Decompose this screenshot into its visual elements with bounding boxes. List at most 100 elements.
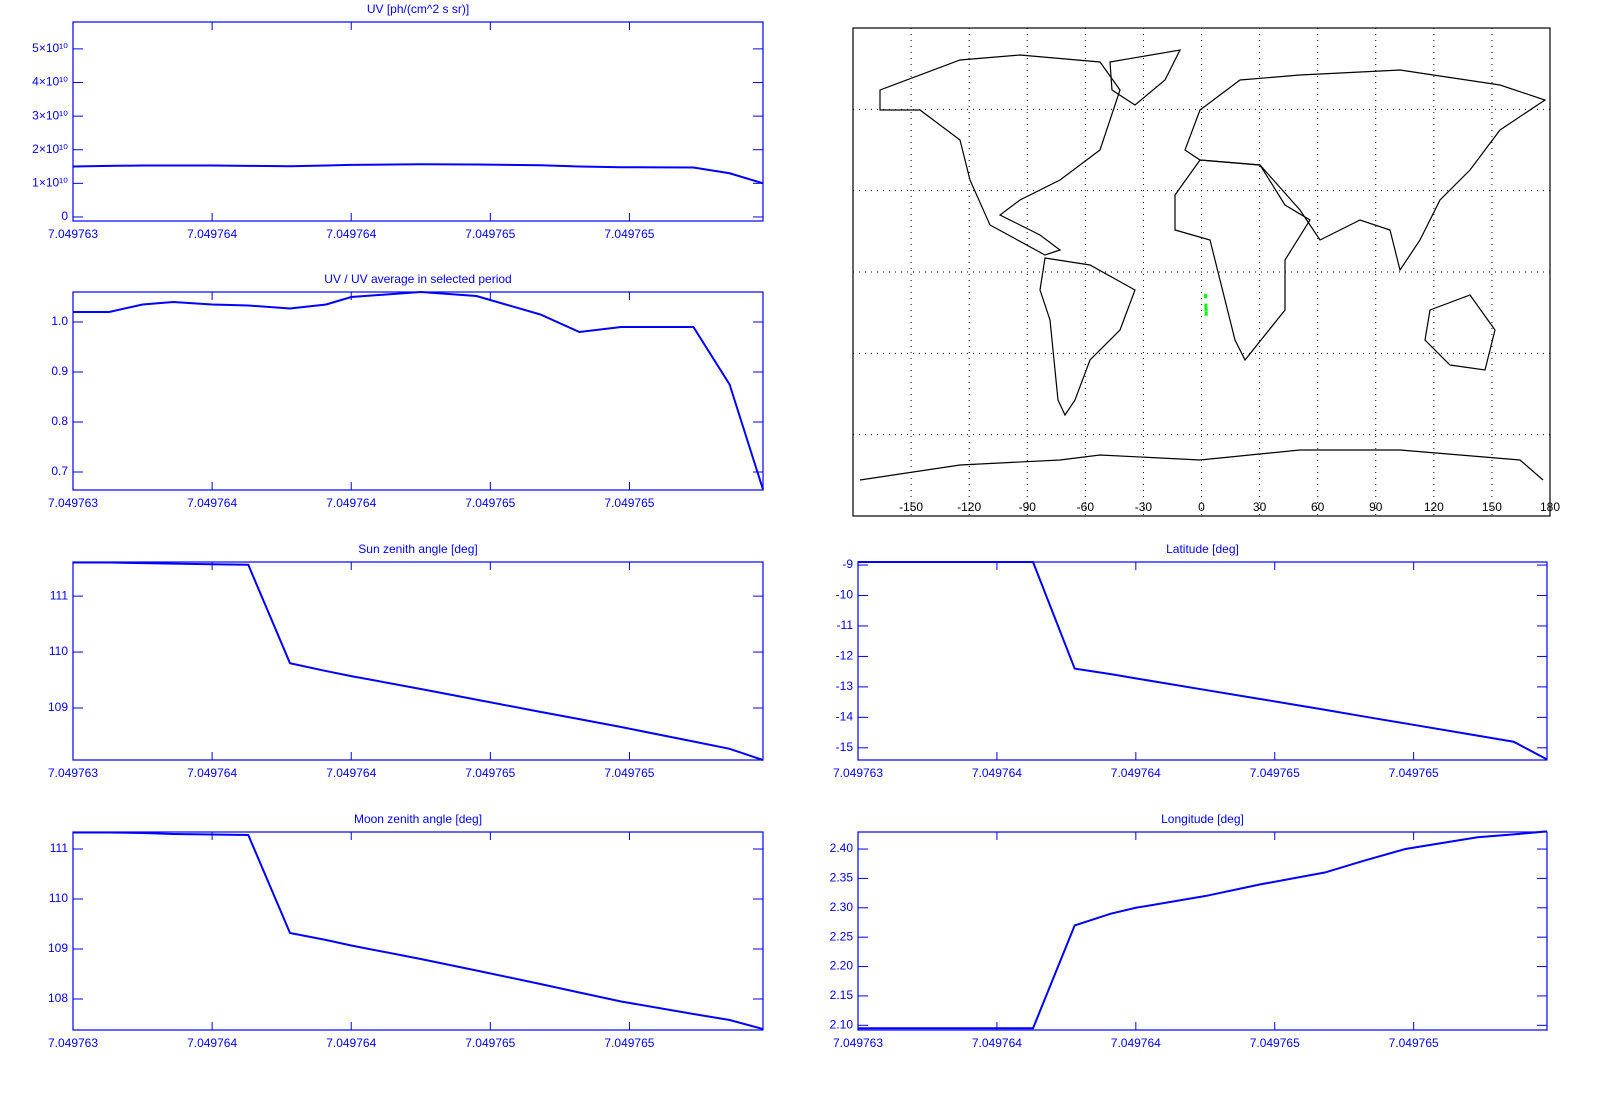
x-tick-label: 7.049764 [972, 766, 1022, 780]
y-tick-label: 111 [50, 588, 69, 602]
y-tick-label: 109 [48, 941, 68, 955]
chart-title: Moon zenith angle [deg] [354, 812, 482, 826]
x-tick-label: 7.049765 [604, 496, 654, 510]
y-tick-label: -12 [836, 649, 854, 663]
y-tick-label: 1.0 [51, 314, 68, 328]
coastlines [859, 49, 1547, 481]
south-america [1039, 257, 1136, 417]
x-tick-label: 120 [1424, 500, 1444, 514]
x-tick-label: 7.049765 [1389, 766, 1439, 780]
y-tick-label: 3×10¹⁰ [32, 108, 68, 122]
chart-title: Latitude [deg] [1166, 542, 1239, 556]
y-tick-label: 4×10¹⁰ [32, 75, 68, 89]
y-tick-label: 0.7 [51, 464, 68, 478]
x-tick-label: 30 [1253, 500, 1267, 514]
x-tick-label: 7.049763 [833, 766, 883, 780]
north-america [879, 54, 1121, 256]
antarctica [859, 449, 1544, 481]
data-line [72, 163, 764, 185]
x-tick-label: 7.049764 [326, 766, 376, 780]
x-tick-label: 7.049765 [465, 1036, 515, 1050]
y-tick-label: 108 [48, 991, 68, 1005]
x-tick-label: 7.049765 [604, 766, 654, 780]
data-line [73, 831, 764, 1030]
y-tick-label: 2.30 [830, 900, 854, 914]
x-tick-label: 150 [1482, 500, 1502, 514]
y-tick-label: -9 [842, 557, 853, 571]
y-tick-label: -10 [836, 588, 854, 602]
x-tick-label: -120 [957, 500, 981, 514]
x-tick-label: -30 [1135, 500, 1153, 514]
x-tick-label: 7.049765 [465, 227, 515, 241]
x-tick-label: 180 [1540, 500, 1560, 514]
chart-title: UV [ph/(cm^2 s sr)] [367, 2, 469, 16]
y-tick-label: 0.8 [51, 414, 68, 428]
x-tick-label: 7.049763 [48, 496, 98, 510]
x-tick-label: 7.049763 [48, 1036, 98, 1050]
x-tick-label: 7.049765 [604, 1036, 654, 1050]
y-tick-label: 2×10¹⁰ [32, 142, 68, 156]
australia [1424, 294, 1496, 371]
x-tick-label: -60 [1077, 500, 1095, 514]
greenland [1109, 49, 1182, 106]
y-tick-label: 111 [50, 841, 69, 855]
chart-title: Sun zenith angle [deg] [358, 542, 477, 556]
y-tick-label: 1×10¹⁰ [32, 176, 68, 190]
x-tick-label: 7.049764 [1111, 766, 1161, 780]
y-tick-label: 2.40 [830, 841, 854, 855]
y-tick-label: 110 [49, 644, 68, 658]
x-tick-label: 7.049764 [326, 1036, 376, 1050]
track-point [1204, 303, 1208, 308]
x-tick-label: 7.049763 [48, 766, 98, 780]
x-tick-label: 7.049765 [604, 227, 654, 241]
x-tick-label: 7.049764 [187, 496, 237, 510]
x-tick-label: -90 [1019, 500, 1037, 514]
x-tick-label: 7.049764 [187, 766, 237, 780]
x-tick-label: 7.049765 [1250, 1036, 1300, 1050]
eurasia [1184, 69, 1547, 272]
x-tick-label: -150 [899, 500, 923, 514]
x-tick-label: 7.049765 [465, 496, 515, 510]
data-line [858, 561, 1548, 761]
y-tick-label: -14 [836, 710, 854, 724]
x-tick-label: 7.049764 [326, 227, 376, 241]
x-tick-label: 7.049765 [1389, 1036, 1439, 1050]
y-tick-label: 2.25 [830, 929, 854, 943]
y-tick-label: 5×10¹⁰ [32, 41, 68, 55]
y-tick-label: -15 [836, 740, 854, 754]
track-point [1204, 294, 1208, 299]
x-tick-label: 7.049765 [465, 766, 515, 780]
y-tick-label: 2.15 [830, 988, 854, 1002]
plot-frame [857, 561, 1548, 761]
plot-frame [72, 831, 764, 1031]
x-tick-label: 60 [1311, 500, 1325, 514]
y-tick-label: -13 [836, 679, 854, 693]
x-tick-label: 7.049763 [833, 1036, 883, 1050]
data-line [858, 830, 1548, 1030]
x-tick-label: 7.049764 [187, 227, 237, 241]
plot-frame [857, 831, 1548, 1031]
chart-title: UV / UV average in selected period [324, 272, 511, 286]
y-tick-label: 109 [48, 700, 68, 714]
x-tick-label: 7.049763 [48, 227, 98, 241]
y-tick-label: 0.9 [51, 364, 68, 378]
track-point [1204, 307, 1208, 312]
data-line [73, 290, 764, 490]
y-tick-label: 2.35 [830, 871, 854, 885]
y-tick-label: 2.20 [830, 959, 854, 973]
x-tick-label: 7.049764 [1111, 1036, 1161, 1050]
x-tick-label: 0 [1198, 500, 1205, 514]
y-tick-label: 2.10 [830, 1017, 854, 1031]
chart-title: Longitude [deg] [1161, 812, 1244, 826]
y-tick-label: 0 [61, 209, 68, 223]
x-tick-label: 7.049765 [1250, 766, 1300, 780]
track-point [1204, 311, 1208, 316]
y-tick-label: 110 [49, 891, 68, 905]
y-tick-label: -11 [837, 618, 854, 632]
plot-frame [72, 21, 764, 222]
x-tick-label: 7.049764 [972, 1036, 1022, 1050]
data-line [73, 561, 764, 761]
x-tick-label: 90 [1369, 500, 1383, 514]
